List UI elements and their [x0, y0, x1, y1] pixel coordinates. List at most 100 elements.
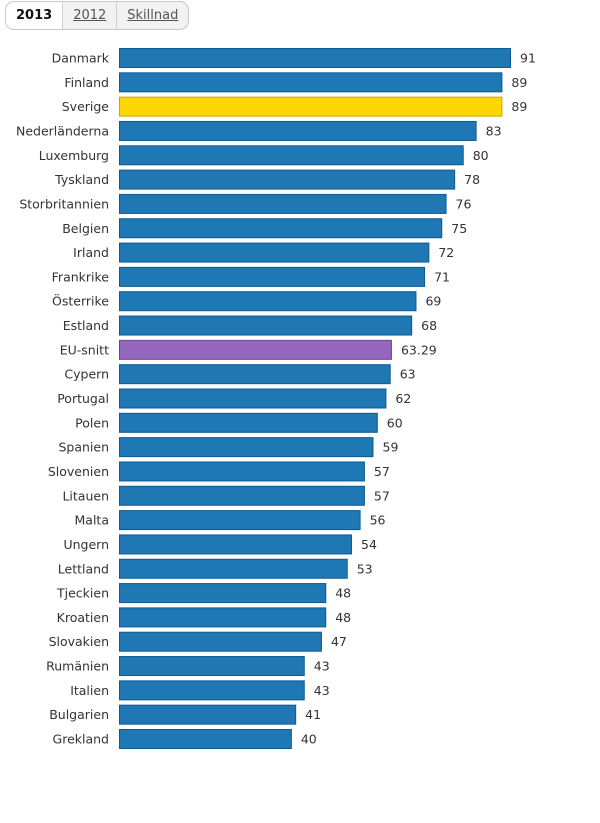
- bar: [119, 510, 361, 531]
- category-label: Spanien: [58, 440, 109, 455]
- bar: [119, 315, 413, 336]
- value-label: 53: [357, 561, 373, 576]
- value-label: 43: [314, 683, 330, 698]
- category-label: Estland: [63, 318, 109, 333]
- value-label: 63.29: [401, 342, 437, 357]
- value-label: 57: [374, 464, 390, 479]
- bar-row: Malta 56: [75, 510, 386, 531]
- bar: [119, 388, 387, 409]
- tab-2012[interactable]: 2012: [62, 2, 116, 29]
- bar-row: Tyskland 78: [54, 169, 480, 190]
- bar-row: Cypern 63: [64, 364, 416, 385]
- bar: [119, 48, 511, 68]
- bar: [119, 485, 365, 506]
- bar-row: Frankrike 71: [52, 266, 450, 287]
- bar-row: Spanien 59: [58, 437, 399, 458]
- value-label: 54: [361, 537, 377, 552]
- bar-row: Portugal 62: [57, 388, 411, 409]
- category-label: Tjeckien: [56, 586, 109, 601]
- bar: [119, 583, 327, 604]
- bar: [119, 558, 348, 579]
- value-label: 76: [456, 196, 472, 211]
- view-tabs: 2013 2012 Skillnad: [5, 1, 190, 30]
- value-label: 48: [335, 586, 351, 601]
- bar: [119, 461, 365, 482]
- bar-row: Storbritannien 76: [19, 193, 472, 214]
- value-label: 48: [335, 610, 351, 625]
- bar: [119, 656, 305, 677]
- category-label: Tyskland: [54, 172, 109, 187]
- bar: [119, 266, 426, 287]
- category-label: Storbritannien: [19, 196, 109, 211]
- value-label: 83: [486, 123, 502, 138]
- bar: [119, 145, 464, 166]
- category-label: Rumänien: [46, 659, 109, 674]
- category-label: Kroatien: [57, 610, 109, 625]
- bar: [119, 729, 292, 749]
- value-label: 75: [451, 221, 467, 236]
- bar-row: Bulgarien 41: [49, 704, 321, 725]
- category-label: Österrike: [52, 293, 109, 309]
- category-label: Litauen: [62, 488, 109, 503]
- bar-row: Ungern 54: [63, 534, 377, 555]
- bar-row: Grekland 40: [53, 729, 317, 749]
- category-label: Polen: [75, 415, 109, 430]
- category-label: Finland: [64, 75, 109, 90]
- bar: [119, 534, 353, 555]
- category-label: Bulgarien: [49, 707, 109, 722]
- bar: [119, 412, 378, 433]
- bar-row: Tjeckien 48: [56, 583, 351, 604]
- bar-row: Österrike 69: [52, 291, 441, 312]
- bar: [119, 218, 443, 239]
- value-label: 57: [374, 488, 390, 503]
- bar-row: Belgien 75: [62, 218, 467, 239]
- value-label: 60: [387, 415, 403, 430]
- category-label: Malta: [75, 513, 109, 528]
- value-label: 62: [395, 391, 411, 406]
- value-label: 63: [400, 367, 416, 382]
- bar: [119, 242, 430, 263]
- bar-row: Estland 68: [63, 315, 437, 336]
- bar: [119, 704, 297, 725]
- value-label: 91: [520, 51, 536, 66]
- bar-row: Rumänien 43: [46, 656, 330, 677]
- category-label: Lettland: [58, 561, 109, 576]
- value-label: 47: [331, 634, 347, 649]
- category-label: Ungern: [63, 537, 109, 552]
- category-label: Luxemburg: [39, 148, 109, 163]
- tab-2013[interactable]: 2013: [6, 2, 63, 29]
- bar-row: Sverige 89: [62, 96, 527, 117]
- bar-row: Polen 60: [75, 412, 403, 433]
- bar-row: Nederländerna 83: [16, 120, 502, 141]
- category-label: Irland: [73, 245, 109, 260]
- tab-skillnad[interactable]: Skillnad: [116, 2, 188, 29]
- category-label: Slovakien: [49, 634, 109, 649]
- category-label: Frankrike: [52, 269, 110, 284]
- value-label: 72: [438, 245, 454, 260]
- value-label: 43: [314, 659, 330, 674]
- bar: [119, 169, 456, 190]
- bar: [119, 291, 417, 312]
- value-label: 89: [511, 75, 527, 90]
- value-label: 69: [425, 294, 441, 309]
- bar: [119, 193, 447, 214]
- bar-row: Irland 72: [73, 242, 454, 263]
- value-label: 68: [421, 318, 437, 333]
- category-label: Danmark: [52, 51, 110, 66]
- bar-row: Kroatien 48: [57, 607, 351, 628]
- value-label: 56: [370, 513, 386, 528]
- bar: [119, 339, 392, 360]
- bar-row: EU-snitt 63.29: [60, 339, 437, 360]
- category-label: Sverige: [62, 99, 110, 114]
- value-label: 78: [464, 172, 480, 187]
- category-label: Belgien: [62, 221, 109, 236]
- value-label: 41: [305, 707, 321, 722]
- category-label: Portugal: [57, 391, 109, 406]
- bar: [119, 120, 477, 141]
- value-label: 59: [383, 440, 399, 455]
- category-label: Italien: [70, 683, 109, 698]
- bar: [119, 96, 503, 117]
- bar-row: Litauen 57: [62, 485, 390, 506]
- bar: [119, 680, 305, 701]
